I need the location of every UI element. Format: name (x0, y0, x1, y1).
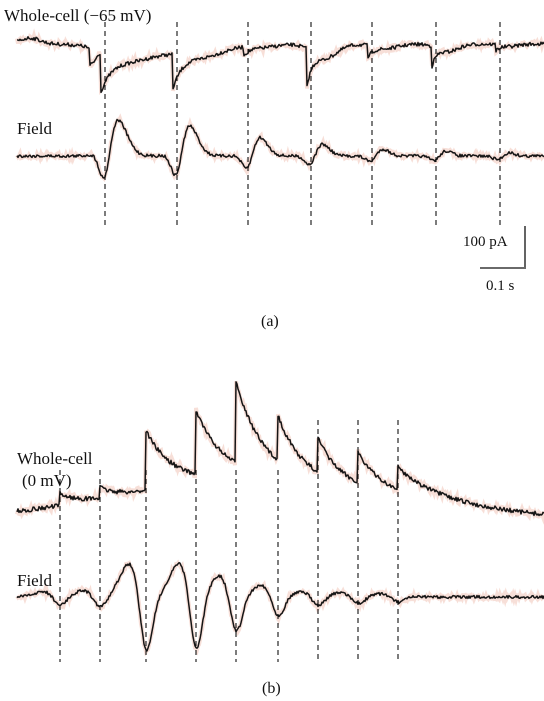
panel-a-field-label: Field (17, 119, 52, 139)
scale-time-label: 0.1 s (486, 277, 514, 295)
trace-b-wholecell-halo (17, 381, 544, 517)
panel-b-wholecell-label: Whole-cell (17, 449, 93, 469)
scale-current-label: 100 pA (463, 233, 508, 251)
trace-layer (17, 37, 544, 651)
panel-b-holding-label: (0 mV) (22, 471, 72, 491)
panel-a-wholecell-label: Whole-cell (−65 mV) (4, 6, 151, 26)
panel-b-caption: (b) (262, 680, 281, 698)
trace-a-field-halo (17, 119, 544, 179)
panel-b-field-label: Field (17, 571, 52, 591)
panel-a-caption: (a) (261, 313, 279, 331)
trace-b-field-halo (17, 563, 544, 652)
trace-halo-layer (17, 36, 544, 652)
trace-a-field (17, 120, 544, 178)
trace-a-wholecell-halo (17, 36, 544, 91)
